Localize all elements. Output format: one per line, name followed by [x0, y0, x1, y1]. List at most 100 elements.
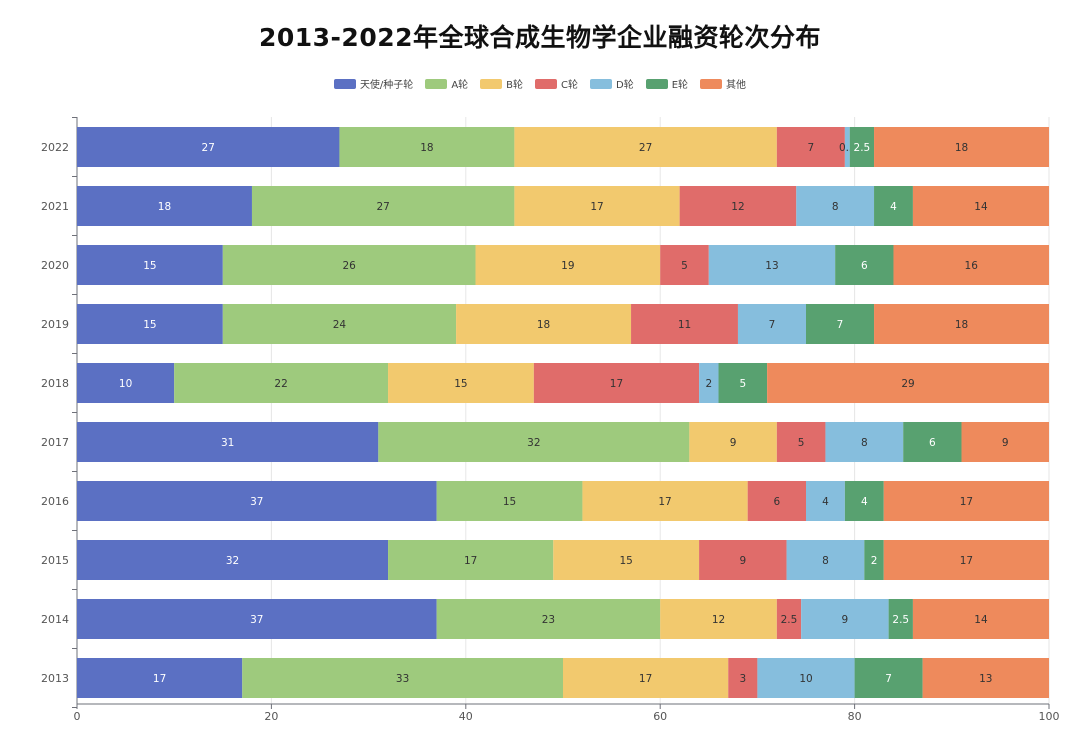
bar-2021-series-5[interactable]	[874, 186, 913, 226]
bar-2016-series-5[interactable]	[844, 481, 884, 521]
bar-2022-series-1[interactable]	[339, 127, 515, 167]
bar-2013-series-2[interactable]	[563, 658, 729, 698]
bar-2013-series-3[interactable]	[728, 658, 758, 698]
bar-label-2014-series-5: 2.5	[892, 614, 909, 626]
legend-item-4[interactable]: D轮	[590, 76, 634, 91]
bar-label-2016-series-5: 4	[861, 496, 868, 508]
legend-item-0[interactable]: 天使/种子轮	[333, 76, 413, 91]
bar-2015-series-5[interactable]	[864, 540, 884, 580]
bar-2019-series-2[interactable]	[456, 304, 632, 344]
bar-label-2022-series-0: 27	[202, 142, 215, 154]
bar-2018-series-6[interactable]	[767, 363, 1049, 403]
bar-2015-series-1[interactable]	[388, 540, 554, 580]
bar-2020-series-1[interactable]	[222, 245, 476, 285]
bar-2016-series-0[interactable]	[77, 481, 437, 521]
bar-2017-series-2[interactable]	[689, 422, 777, 462]
bar-2014-series-6[interactable]	[912, 599, 1049, 639]
bar-2017-series-1[interactable]	[378, 422, 690, 462]
bar-2020-series-0[interactable]	[77, 245, 223, 285]
bar-label-2014-series-3: 2.5	[781, 614, 798, 626]
bar-2021-series-2[interactable]	[514, 186, 680, 226]
bar-2022-series-0[interactable]	[77, 127, 340, 167]
bar-2018-series-5[interactable]	[718, 363, 768, 403]
bar-label-2018-series-5: 5	[739, 378, 746, 390]
bar-2013-series-6[interactable]	[922, 658, 1049, 698]
bar-2017-series-6[interactable]	[961, 422, 1049, 462]
legend-item-5[interactable]: E轮	[645, 76, 688, 91]
bar-2014-series-1[interactable]	[436, 599, 661, 639]
bar-2022-series-5[interactable]	[849, 127, 875, 167]
bar-2020-series-6[interactable]	[893, 245, 1049, 285]
bar-label-2015-series-2: 15	[619, 555, 632, 567]
x-tick-label-0: 0	[74, 710, 81, 723]
bar-2020-series-4[interactable]	[708, 245, 836, 285]
legend-label-6: 其他	[726, 80, 747, 91]
bar-2016-series-6[interactable]	[883, 481, 1049, 521]
bar-2014-series-4[interactable]	[801, 599, 889, 639]
legend-item-2[interactable]: B轮	[480, 76, 523, 91]
bar-label-2013-series-5: 7	[885, 673, 892, 685]
bar-label-2017-series-1: 32	[527, 437, 540, 449]
bar-2020-series-2[interactable]	[475, 245, 661, 285]
bar-label-2018-series-3: 17	[610, 378, 623, 390]
bar-2018-series-1[interactable]	[174, 363, 389, 403]
x-tick-label-3: 60	[653, 710, 667, 723]
bar-2016-series-2[interactable]	[582, 481, 748, 521]
bar-2021-series-0[interactable]	[77, 186, 252, 226]
bar-2016-series-4[interactable]	[806, 481, 845, 521]
bar-2017-series-3[interactable]	[776, 422, 826, 462]
bar-2019-series-0[interactable]	[77, 304, 223, 344]
bar-2015-series-6[interactable]	[883, 540, 1049, 580]
bar-2019-series-5[interactable]	[806, 304, 875, 344]
bar-2017-series-5[interactable]	[903, 422, 962, 462]
bar-2014-series-2[interactable]	[660, 599, 777, 639]
bar-2021-series-4[interactable]	[796, 186, 875, 226]
bar-2014-series-0[interactable]	[77, 599, 437, 639]
bar-2013-series-5[interactable]	[854, 658, 923, 698]
bar-2019-series-6[interactable]	[874, 304, 1049, 344]
bar-2021-series-3[interactable]	[679, 186, 797, 226]
bar-label-2016-series-4: 4	[822, 496, 829, 508]
bar-2018-series-4[interactable]	[699, 363, 719, 403]
bar-label-2022-series-5: 2.5	[854, 142, 871, 154]
bar-2022-series-2[interactable]	[514, 127, 777, 167]
bar-2019-series-1[interactable]	[222, 304, 457, 344]
bar-2022-series-3[interactable]	[776, 127, 845, 167]
bar-2015-series-2[interactable]	[553, 540, 700, 580]
bar-2013-series-4[interactable]	[757, 658, 855, 698]
legend-item-3[interactable]: C轮	[535, 76, 578, 91]
legend-item-6[interactable]: 其他	[700, 76, 746, 91]
x-tick-label-5: 100	[1039, 710, 1060, 723]
bar-2018-series-2[interactable]	[388, 363, 534, 403]
bar-2019-series-3[interactable]	[631, 304, 738, 344]
bar-2017-series-0[interactable]	[77, 422, 379, 462]
bar-2021-series-1[interactable]	[251, 186, 515, 226]
legend-item-1[interactable]: A轮	[425, 76, 468, 91]
bar-2013-series-1[interactable]	[242, 658, 564, 698]
bar-2021-series-6[interactable]	[912, 186, 1049, 226]
bar-2015-series-3[interactable]	[699, 540, 787, 580]
bar-2015-series-4[interactable]	[786, 540, 865, 580]
bar-2018-series-0[interactable]	[77, 363, 175, 403]
y-tick-label-2015: 2015	[41, 554, 69, 567]
bar-2016-series-3[interactable]	[747, 481, 806, 521]
bar-2020-series-3[interactable]	[660, 245, 709, 285]
bar-2013-series-0[interactable]	[77, 658, 243, 698]
bar-label-2017-series-0: 31	[221, 437, 234, 449]
bar-2016-series-1[interactable]	[436, 481, 583, 521]
bar-2022-series-6[interactable]	[874, 127, 1049, 167]
bar-2018-series-3[interactable]	[533, 363, 700, 403]
bar-label-2014-series-4: 9	[842, 614, 849, 626]
bar-label-2022-series-1: 18	[420, 142, 433, 154]
bar-2020-series-5[interactable]	[835, 245, 894, 285]
bar-label-2015-series-3: 9	[739, 555, 746, 567]
bar-2022-series-4[interactable]	[844, 127, 850, 167]
bar-2014-series-5[interactable]	[888, 599, 913, 639]
bar-2017-series-4[interactable]	[825, 422, 904, 462]
bar-2019-series-4[interactable]	[737, 304, 806, 344]
bar-label-2013-series-0: 17	[153, 673, 166, 685]
bar-2014-series-3[interactable]	[776, 599, 802, 639]
legend-label-3: C轮	[561, 80, 579, 91]
bar-label-2016-series-2: 17	[658, 496, 671, 508]
bar-2015-series-0[interactable]	[77, 540, 389, 580]
